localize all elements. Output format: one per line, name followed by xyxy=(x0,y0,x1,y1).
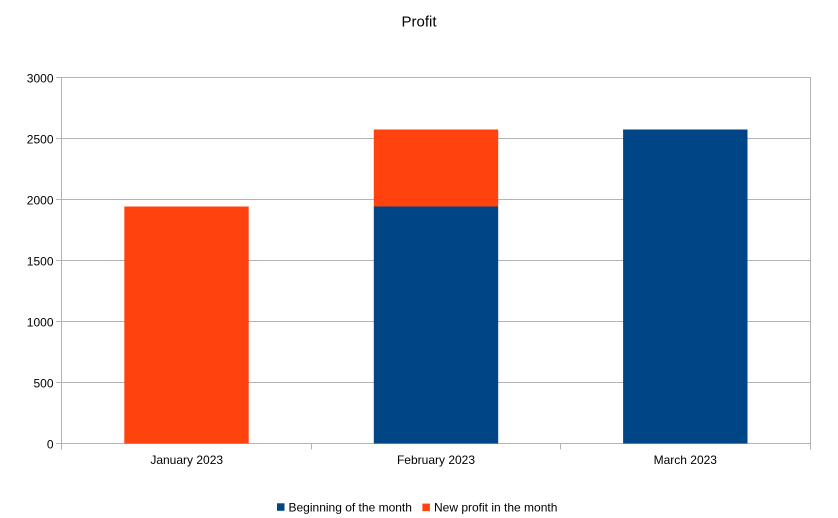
svg-text:500: 500 xyxy=(33,376,53,390)
svg-text:3000: 3000 xyxy=(27,71,54,85)
svg-text:Profit: Profit xyxy=(401,13,437,30)
svg-text:March 2023: March 2023 xyxy=(654,453,718,467)
svg-text:1500: 1500 xyxy=(27,254,54,268)
svg-text:2500: 2500 xyxy=(27,132,54,146)
svg-text:Beginning of the month: Beginning of the month xyxy=(289,500,412,514)
svg-text:0: 0 xyxy=(47,437,54,451)
svg-text:February 2023: February 2023 xyxy=(397,453,475,467)
svg-text:1000: 1000 xyxy=(27,315,54,329)
svg-text:2000: 2000 xyxy=(27,193,54,207)
svg-text:January 2023: January 2023 xyxy=(150,453,223,467)
svg-text:New profit in the month: New profit in the month xyxy=(434,500,557,514)
